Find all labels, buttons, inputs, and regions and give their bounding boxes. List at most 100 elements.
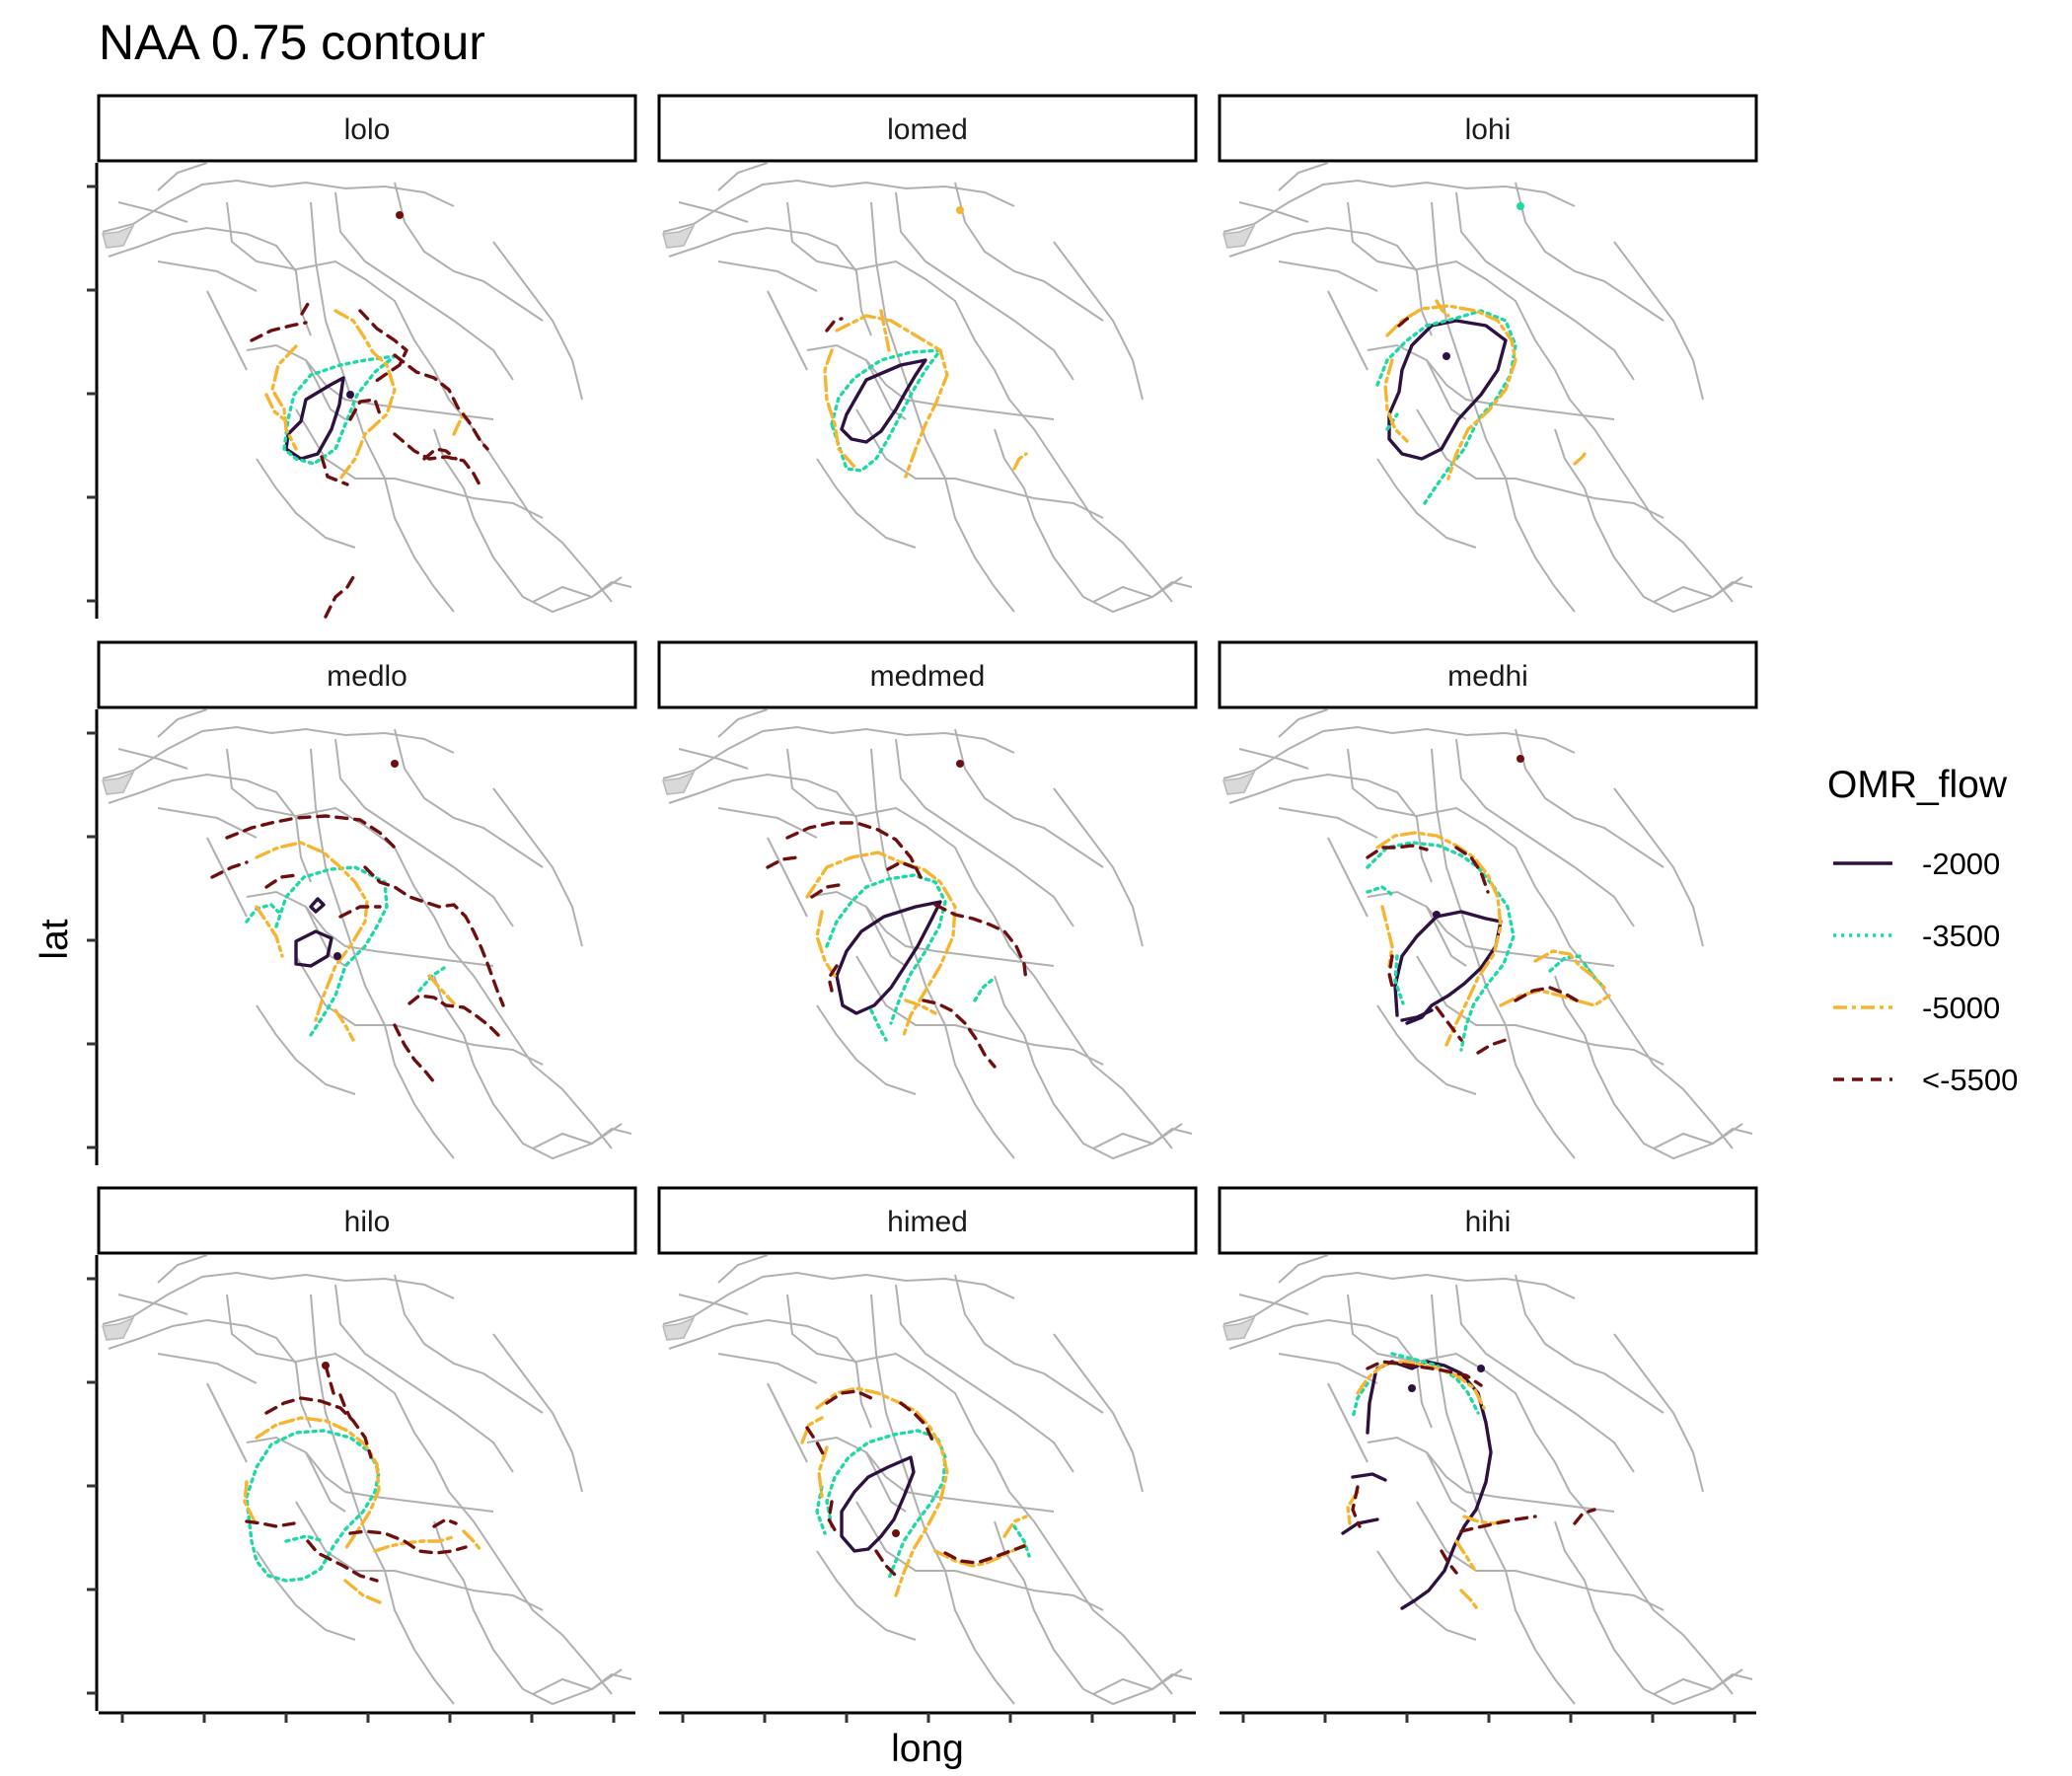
basemap-channel	[226, 748, 613, 1149]
facet-label: medmed	[870, 660, 986, 693]
basemap-channel	[433, 428, 623, 614]
contour-line	[1012, 452, 1028, 471]
contour-point	[322, 1362, 330, 1369]
basemap-channel	[108, 226, 312, 336]
basemap-channel	[1228, 1318, 1433, 1429]
contour-line	[933, 903, 1028, 983]
facet-label: lohi	[1465, 113, 1512, 146]
contour-line	[835, 314, 949, 479]
basemap-channel	[806, 343, 1055, 420]
map-area	[662, 1254, 1193, 1706]
contour-line	[1387, 954, 1395, 993]
contour-line	[800, 1416, 824, 1444]
basemap-channel	[102, 1271, 455, 1325]
contour-line	[333, 1008, 355, 1042]
basemap-channel	[1367, 343, 1615, 420]
basemap-channel	[678, 201, 749, 223]
basemap-channel	[1416, 1501, 1665, 1611]
basemap-channel	[334, 738, 514, 927]
basemap-channel	[1347, 1294, 1734, 1695]
contour-line	[264, 1396, 373, 1459]
basemap-water	[102, 771, 135, 795]
basemap-channel	[108, 1318, 312, 1429]
basemap-channel	[1278, 708, 1329, 738]
facet-panel: medhi	[1218, 640, 1758, 1160]
basemap-channel	[295, 955, 544, 1066]
contour-point	[1517, 202, 1524, 210]
basemap-channel	[1431, 748, 1576, 1159]
basemap-channel	[954, 1274, 1104, 1414]
basemap-channel	[895, 1284, 1074, 1473]
contour-line	[245, 1519, 296, 1528]
map-area	[102, 1254, 632, 1706]
basemap-channel	[678, 748, 749, 770]
contour-line	[338, 905, 382, 919]
basemap-channel	[1228, 773, 1433, 883]
contour-line	[830, 348, 942, 473]
basemap-channel	[256, 1004, 356, 1095]
basemap-channel	[157, 708, 208, 738]
legend-label: -2000	[1922, 847, 2000, 881]
contour-line	[393, 353, 489, 451]
facet-panel: lohi	[1218, 94, 1758, 614]
facet-label: medhi	[1447, 660, 1528, 693]
contour-line	[840, 1455, 916, 1553]
facet-strip	[1218, 94, 1758, 163]
legend: OMR_flow -2000 -3500 -5000 <-5500	[1827, 764, 2018, 1097]
contour-line	[1351, 1485, 1362, 1528]
basemap-water	[662, 771, 696, 795]
contour-line	[899, 1401, 935, 1444]
basemap-channel	[1222, 725, 1576, 779]
basemap-channel	[1554, 1520, 1743, 1706]
contour-line	[255, 905, 284, 958]
contour-line	[338, 1393, 352, 1420]
contour-line	[874, 1549, 898, 1578]
basemap-channel	[295, 1501, 544, 1611]
basemap-channel	[206, 1382, 248, 1463]
basemap-channel	[855, 955, 1104, 1066]
basemap-channel	[1431, 1294, 1576, 1705]
basemap-channel	[1416, 408, 1665, 519]
facet-strip	[97, 640, 637, 709]
contour-line	[358, 309, 408, 384]
basemap-channel	[1613, 787, 1704, 947]
contour-line	[1454, 846, 1490, 894]
map-area	[1222, 162, 1753, 614]
contour-line	[840, 358, 927, 444]
contour-line	[835, 900, 942, 1015]
contour-point	[333, 952, 341, 960]
basemap-channel	[865, 359, 907, 420]
basemap-channel	[1222, 1271, 1576, 1325]
contour-line	[270, 344, 298, 451]
basemap-channel	[1327, 290, 1369, 371]
contour-line	[1375, 1360, 1493, 1610]
contour-line	[1400, 1008, 1434, 1022]
map-area	[662, 708, 1193, 1160]
map-area	[1222, 1254, 1753, 1706]
contour-line	[255, 1416, 381, 1551]
basemap-channel	[662, 1271, 1015, 1325]
basemap-channel	[954, 728, 1104, 868]
basemap-channel	[1278, 807, 1378, 839]
contour-line	[1002, 1515, 1028, 1538]
facet-panel: medmed	[657, 640, 1198, 1160]
basemap-channel	[1426, 1451, 1467, 1513]
facet-strip	[657, 1186, 1198, 1255]
basemap-channel	[870, 201, 1015, 613]
facet-strip	[1218, 640, 1758, 709]
basemap-channel	[310, 748, 455, 1159]
basemap-channel	[1376, 1550, 1477, 1641]
basemap-channel	[1347, 201, 1734, 603]
basemap-channel	[717, 1254, 769, 1284]
basemap-channel	[994, 428, 1183, 614]
contour-line	[827, 964, 839, 993]
basemap-channel	[1092, 580, 1193, 603]
contour-line	[1459, 1589, 1480, 1612]
contour-line	[766, 855, 799, 869]
contour-line	[922, 999, 997, 1069]
basemap-channel	[310, 1294, 455, 1705]
contour-line	[274, 865, 389, 1037]
contour-line	[1375, 309, 1517, 505]
contour-line	[825, 873, 947, 1025]
